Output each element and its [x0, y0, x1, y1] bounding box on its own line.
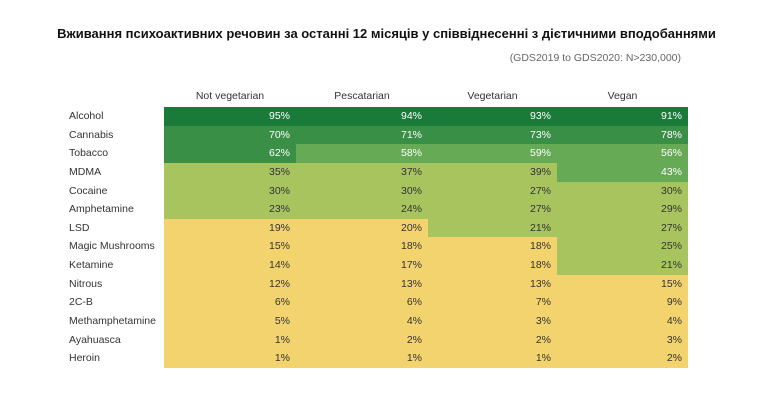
row-label-ayahuasca: Ayahuasca [69, 334, 121, 346]
row-label-cocaine: Cocaine [69, 185, 108, 197]
cell-tobacco-pescatarian: 58% [296, 144, 428, 163]
row-label-heroin: Heroin [69, 352, 100, 364]
cell-cocaine-pescatarian: 30% [296, 182, 428, 200]
cell-nitrous-vegan: 15% [557, 275, 688, 293]
cell-cannabis-not-vegetarian: 70% [164, 126, 296, 144]
column-header-pescatarian: Pescatarian [334, 90, 390, 102]
cell-2c-b-not-vegetarian: 6% [164, 293, 296, 312]
cell-methamphetamine-vegetarian: 3% [428, 312, 557, 331]
cell-ketamine-not-vegetarian: 14% [164, 256, 296, 275]
cell-methamphetamine-not-vegetarian: 5% [164, 312, 296, 331]
row-label-ketamine: Ketamine [69, 259, 114, 271]
cell-2c-b-vegetarian: 7% [428, 293, 557, 312]
cell-cocaine-vegan: 30% [557, 182, 688, 200]
cell-mdma-vegan: 43% [557, 163, 688, 182]
cell-amphetamine-not-vegetarian: 23% [164, 200, 296, 219]
row-label-2c-b: 2C-B [69, 296, 93, 308]
cell-alcohol-pescatarian: 94% [296, 107, 428, 126]
chart-title: Вживання психоактивних речовин за останн… [57, 26, 716, 41]
row-label-mdma: MDMA [69, 166, 102, 178]
cell-lsd-pescatarian: 20% [296, 219, 428, 237]
cell-methamphetamine-vegan: 4% [557, 312, 688, 331]
column-header-vegetarian: Vegetarian [467, 90, 518, 102]
cell-cocaine-not-vegetarian: 30% [164, 182, 296, 200]
cell-nitrous-pescatarian: 13% [296, 275, 428, 293]
row-label-cannabis: Cannabis [69, 129, 114, 141]
cell-ayahuasca-pescatarian: 2% [296, 331, 428, 349]
cell-ketamine-vegetarian: 18% [428, 256, 557, 275]
row-label-lsd: LSD [69, 222, 90, 234]
cell-heroin-vegetarian: 1% [428, 349, 557, 368]
cell-heroin-vegan: 2% [557, 349, 688, 368]
cell-alcohol-vegetarian: 93% [428, 107, 557, 126]
chart-subtitle: (GDS2019 to GDS2020: N>230,000) [509, 52, 681, 64]
cell-alcohol-not-vegetarian: 95% [164, 107, 296, 126]
cell-heroin-pescatarian: 1% [296, 349, 428, 368]
row-label-alcohol: Alcohol [69, 110, 104, 122]
cell-ayahuasca-vegan: 3% [557, 331, 688, 349]
cell-alcohol-vegan: 91% [557, 107, 688, 126]
cell-nitrous-not-vegetarian: 12% [164, 275, 296, 293]
cell-2c-b-vegan: 9% [557, 293, 688, 312]
cell-tobacco-vegetarian: 59% [428, 144, 557, 163]
cell-ayahuasca-not-vegetarian: 1% [164, 331, 296, 349]
column-header-vegan: Vegan [607, 90, 638, 102]
cell-magic-mushrooms-vegan: 25% [557, 237, 688, 256]
cell-magic-mushrooms-not-vegetarian: 15% [164, 237, 296, 256]
cell-magic-mushrooms-pescatarian: 18% [296, 237, 428, 256]
cell-tobacco-vegan: 56% [557, 144, 688, 163]
cell-tobacco-not-vegetarian: 62% [164, 144, 296, 163]
column-header-not-vegetarian: Not vegetarian [195, 90, 265, 102]
cell-2c-b-pescatarian: 6% [296, 293, 428, 312]
row-label-amphetamine: Amphetamine [69, 203, 134, 215]
row-label-nitrous: Nitrous [69, 278, 103, 290]
cell-mdma-not-vegetarian: 35% [164, 163, 296, 182]
row-label-magic-mushrooms: Magic Mushrooms [69, 240, 155, 252]
cell-heroin-not-vegetarian: 1% [164, 349, 296, 368]
cell-nitrous-vegetarian: 13% [428, 275, 557, 293]
cell-mdma-vegetarian: 39% [428, 163, 557, 182]
cell-amphetamine-vegetarian: 27% [428, 200, 557, 219]
cell-magic-mushrooms-vegetarian: 18% [428, 237, 557, 256]
cell-amphetamine-vegan: 29% [557, 200, 688, 219]
cell-mdma-pescatarian: 37% [296, 163, 428, 182]
cell-lsd-vegan: 27% [557, 219, 688, 237]
cell-cannabis-vegetarian: 73% [428, 126, 557, 144]
row-label-tobacco: Tobacco [69, 147, 109, 159]
cell-ketamine-pescatarian: 17% [296, 256, 428, 275]
cell-methamphetamine-pescatarian: 4% [296, 312, 428, 331]
cell-cannabis-pescatarian: 71% [296, 126, 428, 144]
cell-lsd-not-vegetarian: 19% [164, 219, 296, 237]
cell-amphetamine-pescatarian: 24% [296, 200, 428, 219]
row-label-methamphetamine: Methamphetamine [69, 315, 156, 327]
cell-cannabis-vegan: 78% [557, 126, 688, 144]
cell-lsd-vegetarian: 21% [428, 219, 557, 237]
cell-cocaine-vegetarian: 27% [428, 182, 557, 200]
cell-ketamine-vegan: 21% [557, 256, 688, 275]
cell-ayahuasca-vegetarian: 2% [428, 331, 557, 349]
